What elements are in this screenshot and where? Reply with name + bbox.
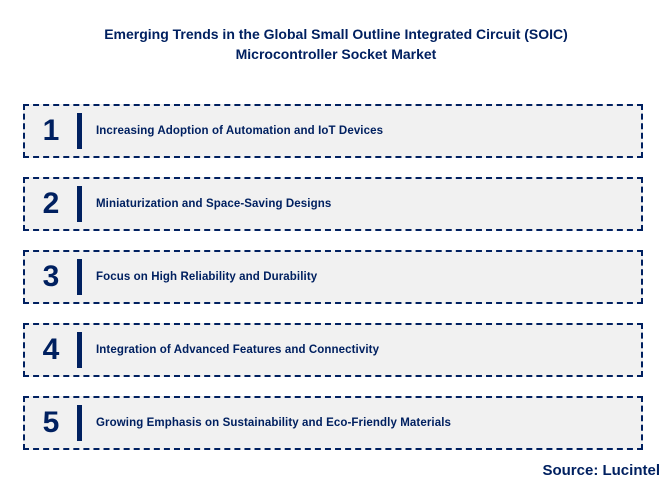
page-title-line2: Microcontroller Socket Market xyxy=(235,46,437,62)
trend-label: Increasing Adoption of Automation and Io… xyxy=(96,125,384,137)
trend-number: 3 xyxy=(42,260,60,293)
source-credit: Source: Lucintel xyxy=(542,462,660,479)
trend-number: 4 xyxy=(42,333,60,366)
trend-row-3: 3 Focus on High Reliability and Durabili… xyxy=(23,250,643,304)
trend-number: 2 xyxy=(42,187,60,220)
trend-row-1: 1 Increasing Adoption of Automation and … xyxy=(23,104,643,158)
divider-bar xyxy=(77,113,82,149)
trend-label: Focus on High Reliability and Durability xyxy=(96,271,318,283)
divider-bar xyxy=(77,259,82,295)
trend-number: 5 xyxy=(42,406,60,439)
trend-label: Growing Emphasis on Sustainability and E… xyxy=(96,417,452,429)
page-title-line1: Emerging Trends in the Global Small Outl… xyxy=(104,26,568,42)
trend-list: 1 Increasing Adoption of Automation and … xyxy=(0,104,672,450)
page-title: Emerging Trends in the Global Small Outl… xyxy=(0,0,672,64)
trend-number: 1 xyxy=(42,114,60,147)
trend-row-5: 5 Growing Emphasis on Sustainability and… xyxy=(23,396,643,450)
trend-row-4: 4 Integration of Advanced Features and C… xyxy=(23,323,643,377)
divider-bar xyxy=(77,332,82,368)
divider-bar xyxy=(77,186,82,222)
divider-bar xyxy=(77,405,82,441)
trend-label: Integration of Advanced Features and Con… xyxy=(96,344,380,356)
trend-label: Miniaturization and Space-Saving Designs xyxy=(96,198,332,210)
trend-row-2: 2 Miniaturization and Space-Saving Desig… xyxy=(23,177,643,231)
